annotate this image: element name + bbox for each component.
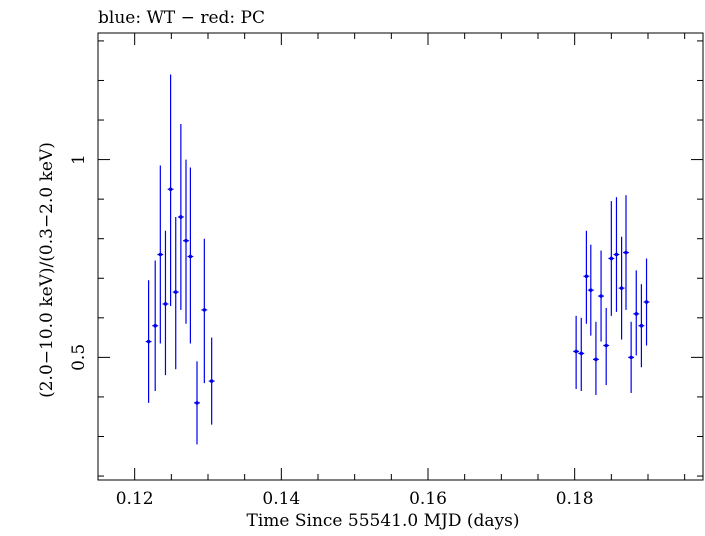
point-marker [594, 357, 598, 362]
data-point [145, 280, 152, 403]
data-point [623, 195, 629, 310]
data-point [162, 230, 169, 376]
point-marker [146, 339, 151, 344]
x-tick-label: 0.14 [262, 489, 300, 509]
data-point [183, 159, 189, 324]
x-tick-label: 0.16 [409, 489, 447, 509]
plot-frame [97, 32, 704, 481]
point-marker [609, 256, 614, 261]
y-axis: 0.51 [69, 40, 703, 477]
data-point [633, 270, 640, 356]
point-marker [589, 288, 593, 292]
data-point [638, 284, 645, 368]
x-axis-label: Time Since 55541.0 MJD (days) [247, 511, 520, 531]
data-point [583, 230, 590, 324]
point-marker [579, 351, 584, 356]
chart-title: blue: WT − red: PC [98, 8, 265, 28]
y-axis-label: (2.0−10.0 keV)/(0.3−2.0 keV) [37, 142, 57, 398]
point-marker [158, 252, 163, 257]
x-tick-label: 0.12 [116, 489, 154, 509]
point-marker [163, 302, 168, 306]
data-point [208, 337, 215, 425]
data-point [643, 258, 650, 346]
point-marker [624, 250, 628, 255]
point-marker [644, 300, 649, 304]
point-marker [634, 312, 639, 316]
point-marker [188, 254, 193, 259]
data-point [628, 321, 635, 393]
point-marker [173, 290, 178, 294]
point-marker [209, 379, 214, 383]
point-marker [574, 349, 578, 354]
data-point [194, 361, 200, 445]
y-tick-label: 1 [69, 154, 89, 165]
point-marker [629, 355, 633, 360]
data-point [618, 236, 625, 340]
point-marker [195, 401, 199, 405]
point-marker [202, 308, 207, 312]
data-point [613, 197, 620, 312]
point-marker [599, 294, 603, 298]
point-marker [179, 215, 183, 219]
data-point [587, 244, 594, 336]
point-marker [619, 286, 624, 290]
data-point [172, 216, 179, 370]
data-point [177, 123, 184, 310]
x-tick-label: 0.18 [556, 489, 594, 509]
data-series [145, 74, 650, 445]
data-point [603, 307, 610, 386]
point-marker [184, 238, 188, 243]
point-marker [639, 323, 644, 328]
data-point [608, 201, 615, 316]
data-point [167, 74, 174, 306]
y-tick-label: 0.5 [69, 344, 89, 371]
data-point [573, 315, 580, 390]
data-point [593, 321, 599, 395]
point-marker [168, 187, 173, 192]
data-point [578, 317, 585, 391]
point-marker [614, 252, 619, 257]
data-point [598, 250, 604, 342]
point-marker [153, 323, 157, 328]
data-point [201, 238, 208, 384]
x-axis: 0.12 0.14 0.16 0.18 [97, 33, 686, 509]
data-point [152, 260, 159, 391]
data-point [187, 167, 194, 344]
data-point [157, 165, 164, 344]
point-marker [604, 343, 608, 348]
point-marker [584, 274, 589, 279]
